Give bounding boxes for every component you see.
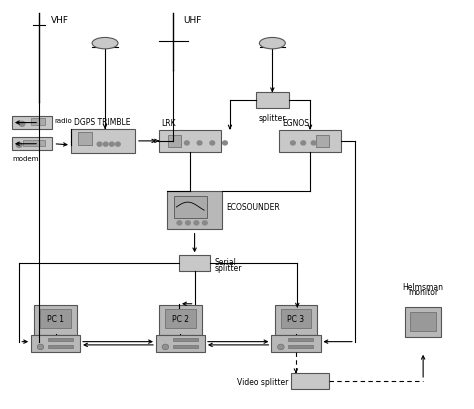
Bar xyxy=(48,338,73,341)
Circle shape xyxy=(177,221,182,225)
Bar xyxy=(23,140,45,147)
Bar xyxy=(174,196,207,219)
Text: splitter: splitter xyxy=(259,114,286,122)
Bar xyxy=(179,256,210,271)
Circle shape xyxy=(277,344,284,350)
Bar xyxy=(410,312,436,331)
Circle shape xyxy=(197,142,202,146)
Bar xyxy=(71,130,135,153)
Text: modem: modem xyxy=(12,156,38,162)
Bar xyxy=(168,135,181,148)
Bar xyxy=(167,191,222,230)
Bar xyxy=(159,130,220,153)
Bar xyxy=(159,306,201,335)
Bar xyxy=(12,117,52,130)
Bar xyxy=(48,345,73,348)
Bar xyxy=(35,306,77,335)
Bar xyxy=(279,130,341,153)
Bar xyxy=(31,118,45,126)
Circle shape xyxy=(184,142,189,146)
Text: VHF: VHF xyxy=(51,16,69,25)
Circle shape xyxy=(194,221,199,225)
Bar xyxy=(405,308,441,337)
Circle shape xyxy=(311,142,316,146)
Bar xyxy=(78,133,92,146)
Circle shape xyxy=(202,221,207,225)
Text: PC 1: PC 1 xyxy=(47,314,64,323)
Circle shape xyxy=(291,142,295,146)
Circle shape xyxy=(301,142,306,146)
Text: monitor: monitor xyxy=(408,287,438,296)
Bar xyxy=(288,345,313,348)
Bar xyxy=(316,135,329,148)
Bar xyxy=(256,93,289,109)
Bar xyxy=(281,309,311,328)
Bar xyxy=(275,306,317,335)
Bar xyxy=(31,335,80,353)
Text: Helmsman: Helmsman xyxy=(402,282,444,291)
Bar xyxy=(288,338,313,341)
Text: PC 2: PC 2 xyxy=(172,314,189,323)
Circle shape xyxy=(17,143,22,148)
Circle shape xyxy=(97,143,102,147)
Circle shape xyxy=(103,143,108,147)
Text: UHF: UHF xyxy=(183,16,201,25)
Text: EGNOS: EGNOS xyxy=(282,119,309,128)
Text: Serial: Serial xyxy=(215,257,237,266)
Text: ECOSOUNDER: ECOSOUNDER xyxy=(227,202,280,211)
Text: DGPS TRIMBLE: DGPS TRIMBLE xyxy=(74,117,131,126)
Bar xyxy=(12,138,52,151)
Circle shape xyxy=(223,142,228,146)
Text: splitter: splitter xyxy=(215,263,242,272)
Text: PC 3: PC 3 xyxy=(287,314,304,323)
Ellipse shape xyxy=(259,38,285,50)
Bar xyxy=(291,373,329,389)
Circle shape xyxy=(19,122,25,127)
Circle shape xyxy=(37,344,44,350)
Ellipse shape xyxy=(92,38,118,50)
Circle shape xyxy=(162,344,169,350)
Text: LRK: LRK xyxy=(162,119,176,128)
Circle shape xyxy=(109,143,114,147)
Bar xyxy=(40,309,71,328)
Bar xyxy=(271,335,320,353)
Bar xyxy=(156,335,205,353)
Circle shape xyxy=(116,143,120,147)
Bar xyxy=(173,338,198,341)
Bar xyxy=(165,309,196,328)
Text: Video splitter: Video splitter xyxy=(237,377,289,386)
Circle shape xyxy=(185,221,190,225)
Text: radio: radio xyxy=(55,117,72,124)
Circle shape xyxy=(210,142,215,146)
Bar xyxy=(173,345,198,348)
